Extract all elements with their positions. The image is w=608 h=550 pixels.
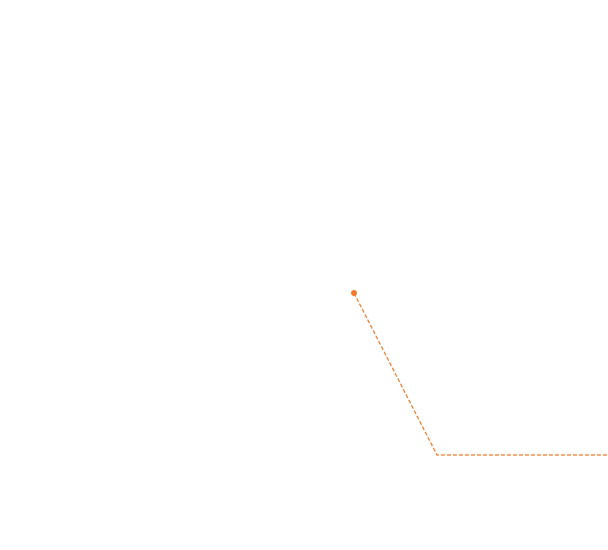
- leader-line: [353, 292, 608, 456]
- leader-dot: [351, 290, 357, 296]
